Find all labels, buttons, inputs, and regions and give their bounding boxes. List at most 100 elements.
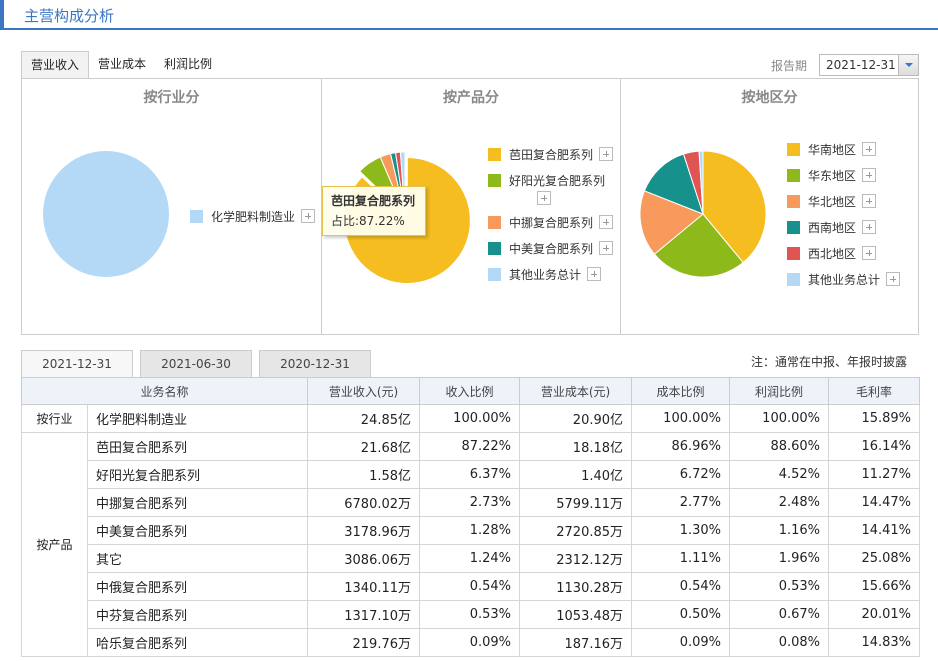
header-accent [0,0,4,30]
tooltip-title: 芭田复合肥系列 [331,194,416,208]
value-cell: 21.68亿 [307,432,421,461]
value-cell: 1340.11万 [307,572,421,601]
column-header: 利润比例 [729,377,830,405]
value-cell: 14.83% [828,628,921,657]
report-period-label: 报告期 [770,58,807,73]
legend-item: 化学肥料制造业 [190,209,316,225]
value-cell: 15.89% [828,404,921,433]
industry-legend: 化学肥料制造业 [190,209,316,235]
legend-label: 华东地区 [808,169,857,183]
chevron-down-icon[interactable] [898,55,918,75]
tab-cost[interactable]: 营业成本 [98,57,147,71]
value-cell: 6.37% [419,460,521,489]
industry-pie [43,151,169,277]
value-cell: 2.73% [419,488,521,517]
report-period: 报告期 2021-12-31 [771,54,919,76]
legend-swatch [488,148,501,161]
plus-icon[interactable] [862,194,877,208]
table-row: 中挪复合肥系列 6780.02万 2.73% 5799.11万 2.77% 2.48% 14… [22,488,921,517]
legend-item: 中美复合肥系列 [488,241,614,257]
value-cell: 6.72% [631,460,731,489]
table-row: 哈乐复合肥系列 219.76万 0.09% 187.16万 0.09% 0.08% 14.8… [22,628,921,657]
plus-icon[interactable] [862,246,877,260]
legend-swatch [787,143,800,156]
pie-slice[interactable] [653,213,744,278]
disclosure-note: 注：通常在中报、年报时披露 [750,355,907,369]
legend-label: 华南地区 [808,143,857,157]
pie-slice[interactable] [698,150,704,215]
value-cell: 1053.48万 [519,600,633,629]
legend-swatch [488,174,501,187]
value-cell: 3178.96万 [307,516,421,545]
legend-swatch [488,268,501,281]
tab-revenue[interactable]: 营业收入 [21,51,90,78]
legend-item: 芭田复合肥系列 [488,147,614,163]
legend-item: 好阳光复合肥系列 [488,173,613,205]
value-cell: 1.11% [631,544,731,573]
legend-swatch [190,210,203,223]
plus-icon[interactable] [886,272,901,286]
plus-icon[interactable] [301,209,316,223]
legend-label: 芭田复合肥系列 [509,148,594,162]
legend-swatch [787,221,800,234]
value-cell: 14.41% [828,516,921,545]
pie-slice[interactable] [639,190,704,255]
value-cell: 20.90亿 [519,404,633,433]
value-cell: 100.00% [419,404,521,433]
legend-label: 华北地区 [808,195,857,209]
legend-swatch [787,273,800,286]
plus-icon[interactable] [862,168,877,182]
business-name-cell: 其它 [86,544,309,573]
region-legend: 华南地区 华东地区 华北地区 西南地区 西北地区 [787,142,901,298]
column-header: 营业成本(元) [519,377,633,405]
value-cell: 11.27% [828,460,921,489]
table-row: 中俄复合肥系列 1340.11万 0.54% 1130.28万 0.54% 0.53% 15… [22,572,921,601]
value-cell: 25.08% [828,544,921,573]
page-title: 主营构成分析 [24,7,115,25]
value-cell: 1.28% [419,516,521,545]
legend-item: 其他业务总计 [787,272,901,288]
date-tab-1[interactable]: 2021-12-31 [21,350,133,377]
value-cell: 6780.02万 [307,488,421,517]
legend-item: 中挪复合肥系列 [488,215,614,231]
date-tab-2[interactable]: 2021-06-30 [140,350,252,377]
date-tab-3[interactable]: 2020-12-31 [259,350,371,377]
plus-icon[interactable] [599,215,614,229]
value-cell: 88.60% [729,432,830,461]
legend-item: 华东地区 [787,168,900,184]
plus-icon[interactable] [599,241,614,255]
tab-profit-ratio[interactable]: 利润比例 [164,57,213,71]
value-cell: 2720.85万 [519,516,633,545]
column-header: 收入比例 [419,377,521,405]
plus-icon[interactable] [862,220,877,234]
value-cell: 24.85亿 [307,404,421,433]
value-cell: 1.58亿 [307,460,421,489]
business-name-cell: 中挪复合肥系列 [86,488,309,517]
report-period-select[interactable]: 2021-12-31 [819,54,919,76]
industry-chart-title: 按行业分 [143,90,200,106]
value-cell: 1130.28万 [519,572,633,601]
plus-icon[interactable] [862,142,877,156]
business-name-cell: 中美复合肥系列 [86,516,309,545]
report-period-value: 2021-12-31 [826,58,896,72]
industry-panel: 按行业分 化学肥料制造业 [22,79,321,334]
table-row: 按产品 芭田复合肥系列 21.68亿 87.22% 18.18亿 86.96% 88.60%… [21,432,921,657]
value-cell: 2.48% [729,488,830,517]
category-cell: 按产品 [21,432,88,657]
value-cell: 5799.11万 [519,488,633,517]
composition-table: 业务名称 营业收入(元) 收入比例 营业成本(元) 成本比例 利润比例 毛利率 … [20,377,921,657]
legend-label: 其他业务总计 [808,273,881,287]
plus-icon[interactable] [599,147,614,161]
region-pie [639,150,767,278]
metric-tabs: 营业收入 营业成本 利润比例 [21,51,221,78]
plus-icon[interactable] [537,190,551,205]
section-header: 主营构成分析 [0,0,938,36]
legend-swatch [488,216,501,229]
table-body: 按行业 化学肥料制造业 24.85亿 100.00% 20.90亿 100.00% 100.… [21,404,921,657]
table-row: 中美复合肥系列 3178.96万 1.28% 2720.85万 1.30% 1.16% 14… [22,516,921,545]
legend-swatch [787,169,800,182]
plus-icon[interactable] [587,267,602,281]
pie-slice[interactable] [702,150,767,264]
pie-slice[interactable] [43,151,169,277]
value-cell: 16.14% [828,432,921,461]
